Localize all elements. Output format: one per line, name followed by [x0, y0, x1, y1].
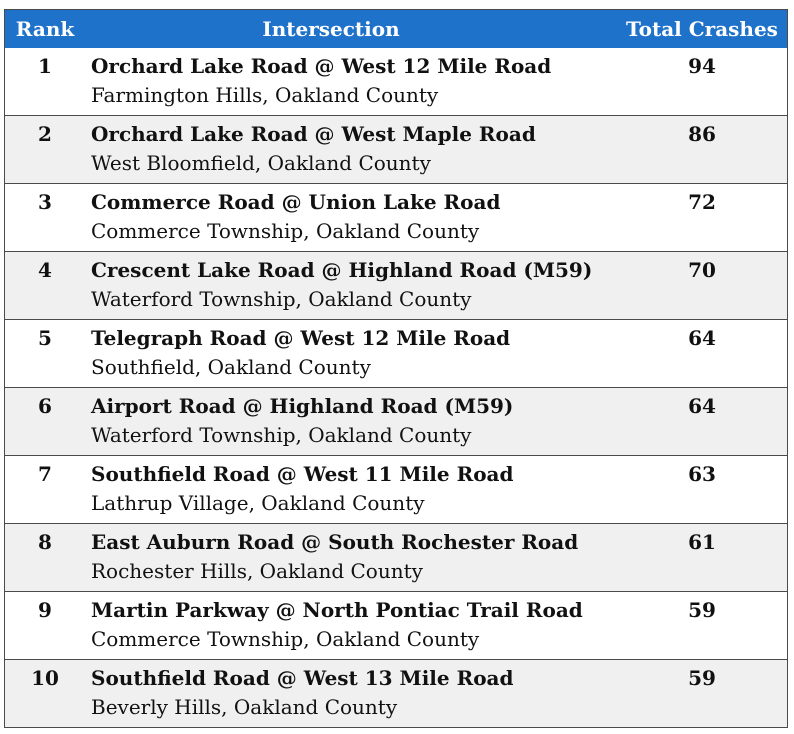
- total-crashes-cell: 86: [688, 122, 716, 146]
- table-row: 6 Airport Road @ Highland Road (M59) Wat…: [5, 387, 787, 455]
- rank-cell: 5: [38, 326, 52, 350]
- rank-cell: 10: [31, 666, 59, 690]
- intersection-cell: East Auburn Road @ South Rochester Road …: [85, 524, 617, 591]
- header-intersection: Intersection: [262, 17, 400, 41]
- total-crashes-cell: 70: [688, 258, 716, 282]
- intersection-cell: Crescent Lake Road @ Highland Road (M59)…: [85, 252, 617, 319]
- table-row: 8 East Auburn Road @ South Rochester Roa…: [5, 523, 787, 591]
- table-row: 2 Orchard Lake Road @ West Maple Road We…: [5, 115, 787, 183]
- intersection-name: Telegraph Road @ West 12 Mile Road: [91, 326, 511, 350]
- intersection-cell: Southfield Road @ West 11 Mile Road Lath…: [85, 456, 617, 523]
- intersection-name: East Auburn Road @ South Rochester Road: [91, 530, 579, 554]
- intersection-location: Southfield, Oakland County: [91, 355, 371, 379]
- total-crashes-cell: 61: [688, 530, 716, 554]
- intersection-name: Airport Road @ Highland Road (M59): [91, 394, 514, 418]
- total-crashes-cell: 63: [688, 462, 716, 486]
- intersection-location: Farmington Hills, Oakland County: [91, 83, 439, 107]
- total-crashes-cell: 59: [688, 666, 716, 690]
- intersection-name: Crescent Lake Road @ Highland Road (M59): [91, 258, 593, 282]
- intersection-location: West Bloomfield, Oakland County: [91, 151, 431, 175]
- crash-ranking-table: Rank Intersection Total Crashes 1 Orchar…: [4, 9, 788, 728]
- intersection-location: Lathrup Village, Oakland County: [91, 491, 425, 515]
- intersection-name: Commerce Road @ Union Lake Road: [91, 190, 501, 214]
- rank-cell: 3: [38, 190, 52, 214]
- intersection-name: Orchard Lake Road @ West Maple Road: [91, 122, 536, 146]
- rank-cell: 7: [38, 462, 52, 486]
- intersection-location: Commerce Township, Oakland County: [91, 627, 480, 651]
- total-crashes-cell: 94: [688, 54, 716, 78]
- table-row: 10 Southfield Road @ West 13 Mile Road B…: [5, 659, 787, 727]
- header-rank: Rank: [15, 17, 75, 41]
- total-crashes-cell: 72: [688, 190, 716, 214]
- intersection-cell: Orchard Lake Road @ West 12 Mile Road Fa…: [85, 48, 617, 115]
- intersection-location: Rochester Hills, Oakland County: [91, 559, 423, 583]
- rank-cell: 6: [38, 394, 52, 418]
- intersection-cell: Telegraph Road @ West 12 Mile Road South…: [85, 320, 617, 387]
- intersection-name: Southfield Road @ West 11 Mile Road: [91, 462, 514, 486]
- intersection-location: Beverly Hills, Oakland County: [91, 695, 398, 719]
- total-crashes-cell: 59: [688, 598, 716, 622]
- rank-cell: 8: [38, 530, 52, 554]
- intersection-cell: Martin Parkway @ North Pontiac Trail Roa…: [85, 592, 617, 659]
- rank-cell: 1: [38, 54, 52, 78]
- table-row: 9 Martin Parkway @ North Pontiac Trail R…: [5, 591, 787, 659]
- table-row: 4 Crescent Lake Road @ Highland Road (M5…: [5, 251, 787, 319]
- intersection-location: Commerce Township, Oakland County: [91, 219, 480, 243]
- intersection-location: Waterford Township, Oakland County: [91, 287, 472, 311]
- intersection-cell: Airport Road @ Highland Road (M59) Water…: [85, 388, 617, 455]
- intersection-cell: Commerce Road @ Union Lake Road Commerce…: [85, 184, 617, 251]
- header-total-crashes: Total Crashes: [626, 17, 778, 41]
- intersection-name: Martin Parkway @ North Pontiac Trail Roa…: [91, 598, 583, 622]
- table-row: 7 Southfield Road @ West 11 Mile Road La…: [5, 455, 787, 523]
- intersection-location: Waterford Township, Oakland County: [91, 423, 472, 447]
- rank-cell: 4: [38, 258, 52, 282]
- total-crashes-cell: 64: [688, 394, 716, 418]
- total-crashes-cell: 64: [688, 326, 716, 350]
- intersection-name: Southfield Road @ West 13 Mile Road: [91, 666, 514, 690]
- table-row: 3 Commerce Road @ Union Lake Road Commer…: [5, 183, 787, 251]
- intersection-cell: Southfield Road @ West 13 Mile Road Beve…: [85, 660, 617, 727]
- table-header: Rank Intersection Total Crashes: [5, 10, 787, 48]
- intersection-cell: Orchard Lake Road @ West Maple Road West…: [85, 116, 617, 183]
- table-row: 1 Orchard Lake Road @ West 12 Mile Road …: [5, 48, 787, 115]
- rank-cell: 2: [38, 122, 52, 146]
- intersection-name: Orchard Lake Road @ West 12 Mile Road: [91, 54, 552, 78]
- rank-cell: 9: [38, 598, 52, 622]
- table-row: 5 Telegraph Road @ West 12 Mile Road Sou…: [5, 319, 787, 387]
